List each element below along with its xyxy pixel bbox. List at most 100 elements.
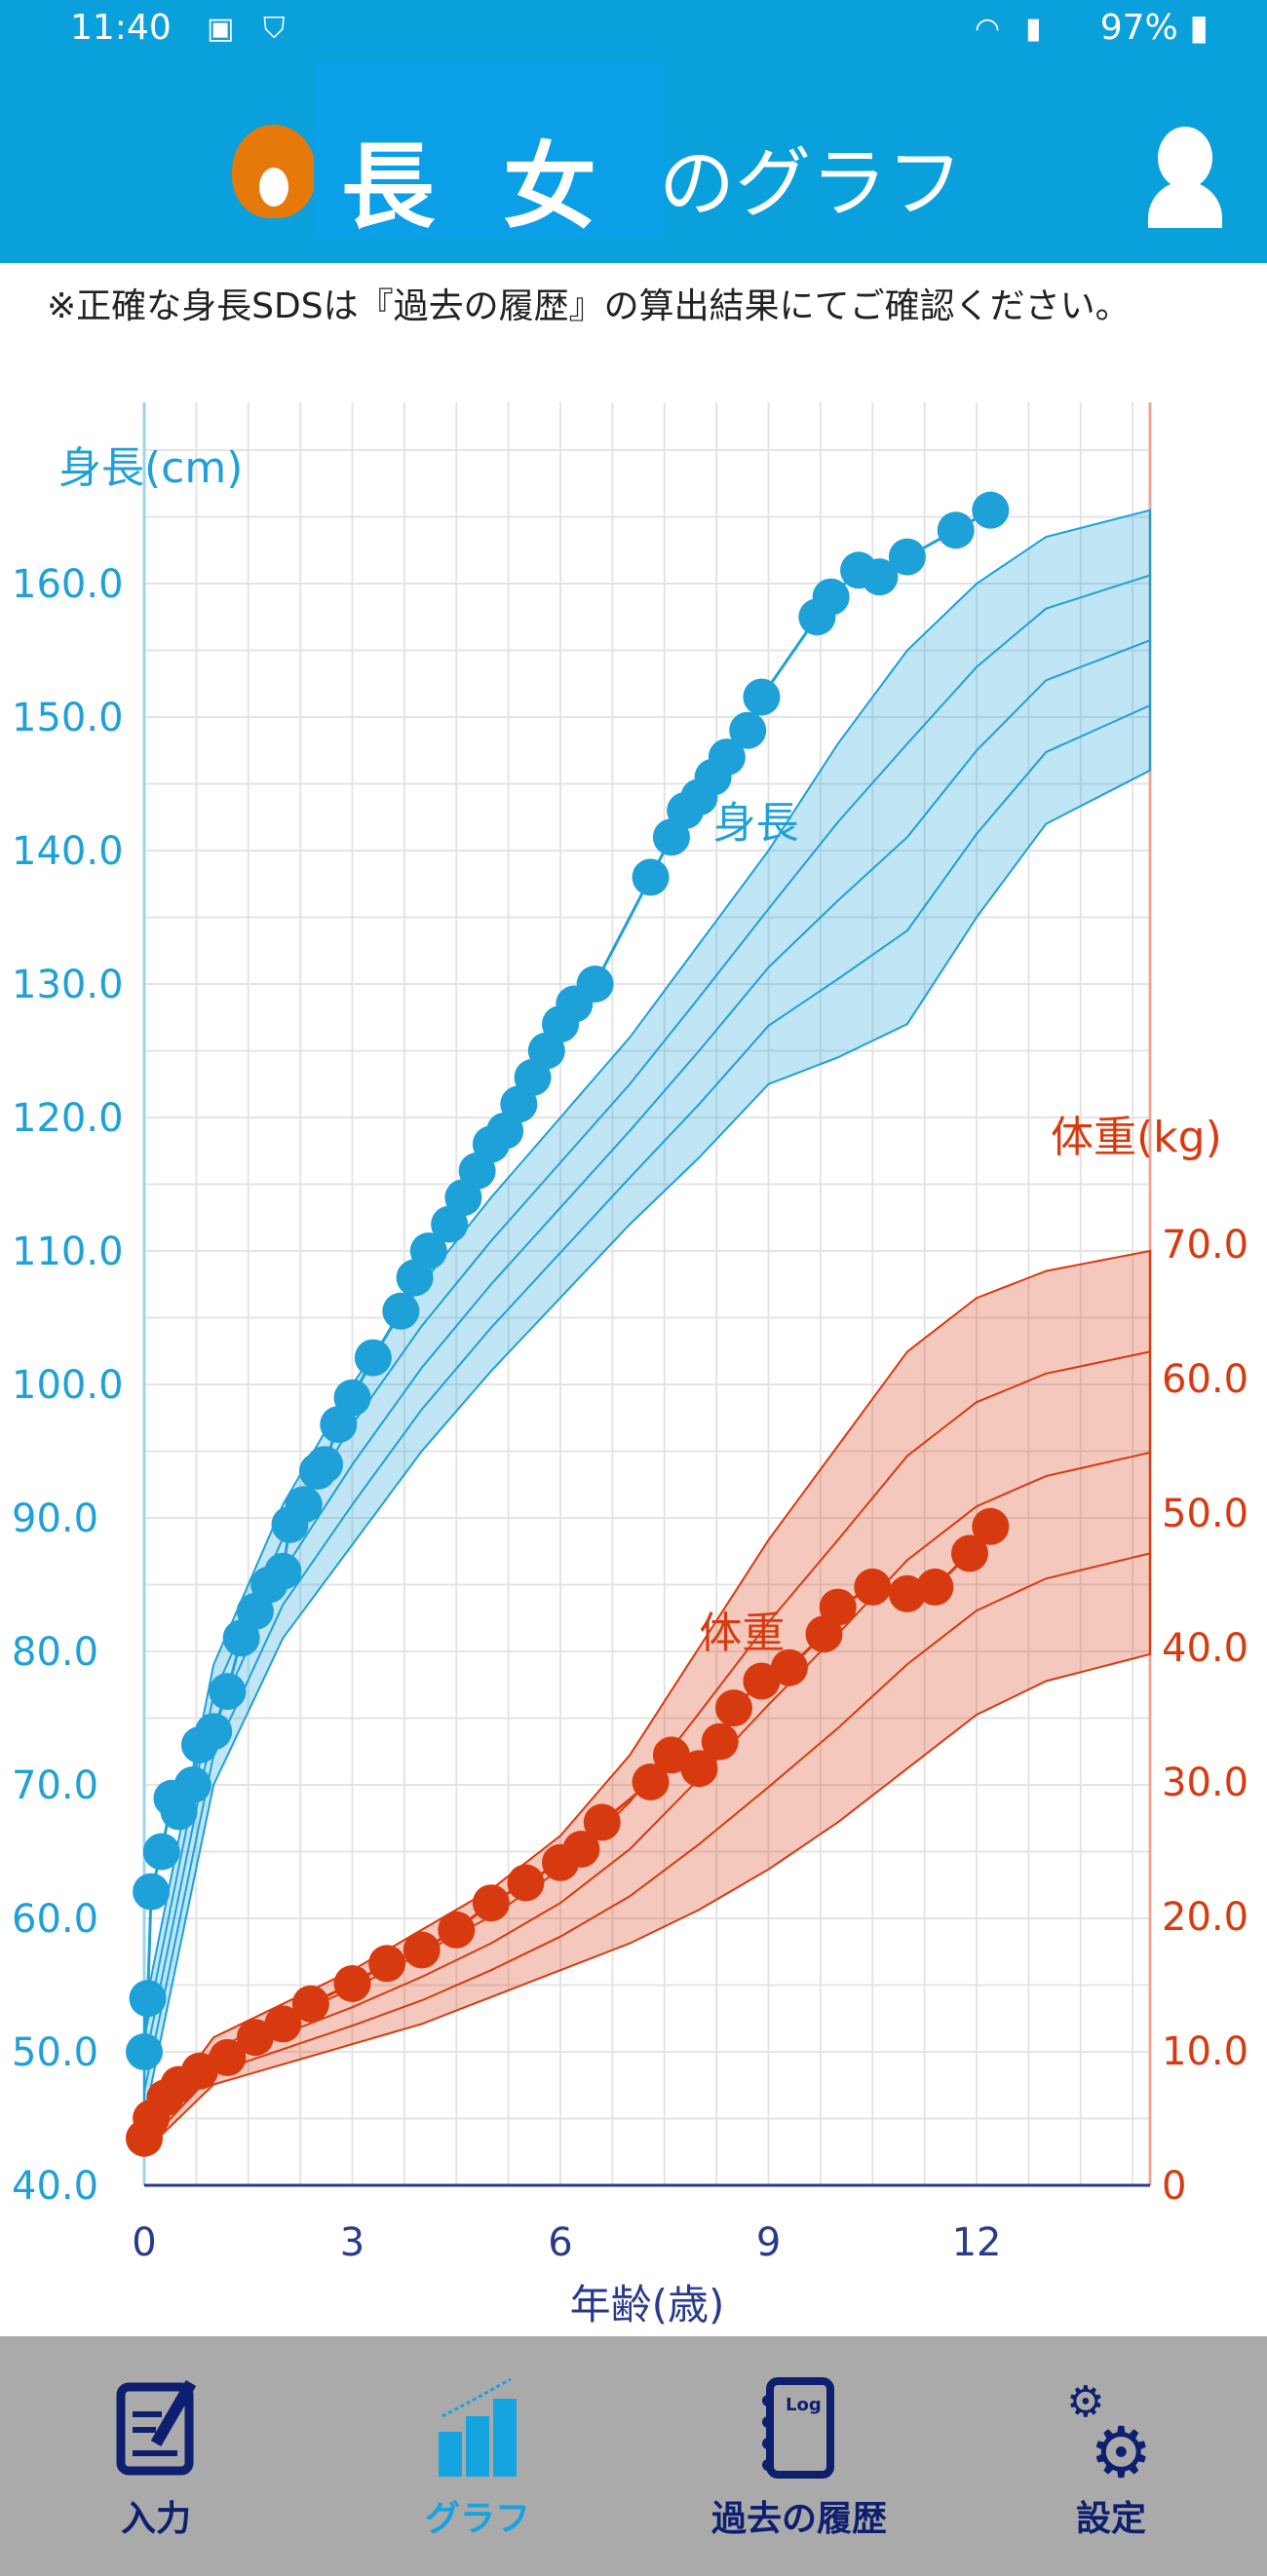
svg-text:⚙: ⚙ — [1066, 2377, 1104, 2427]
nav-history[interactable]: Log 過去の履歴 — [653, 2375, 945, 2541]
weight-series-label: 体重 — [699, 1609, 785, 1658]
height-point — [142, 1833, 180, 1871]
height-percentile-line — [143, 704, 1151, 2093]
height-tick-label: 70.0 — [12, 1763, 98, 1808]
x-tick-label: 3 — [340, 2220, 365, 2265]
weight-percentile-line — [143, 1552, 1151, 2148]
x-tick-label: 0 — [132, 2220, 156, 2265]
weight-point — [333, 1965, 371, 2002]
nav-settings-label: 設定 — [1075, 2499, 1146, 2539]
weight-point — [507, 1864, 545, 1902]
height-tick-label: 110.0 — [12, 1230, 124, 1274]
graph-bar-icon — [439, 2377, 517, 2477]
height-percentile-line — [143, 639, 1151, 2065]
height-tick-label: 130.0 — [12, 963, 124, 1007]
weight-point — [770, 1648, 808, 1686]
svg-text:⚙: ⚙ — [1090, 2411, 1153, 2482]
nav-settings[interactable]: ⚙ ⚙ 設定 — [965, 2375, 1257, 2541]
weight-axis-title: 体重(kg) — [1051, 1113, 1222, 1162]
height-tick-label: 120.0 — [12, 1096, 124, 1141]
weight-point — [714, 1689, 752, 1727]
weight-tick-label: 40.0 — [1162, 1626, 1248, 1671]
bottom-nav: 入力 グラフ Log 過去の履歴 ⚙ ⚙ 設定 — [0, 2336, 1267, 2576]
weight-point — [291, 1985, 329, 2023]
signal-icon: ▮ — [1025, 12, 1042, 46]
weight-tick-label: 50.0 — [1162, 1492, 1248, 1536]
weight-tick-label: 70.0 — [1162, 1223, 1248, 1268]
height-tick-label: 60.0 — [12, 1897, 98, 1942]
height-point — [888, 538, 926, 576]
height-tick-label: 50.0 — [12, 2030, 98, 2075]
weight-point — [652, 1736, 690, 1774]
weight-point — [438, 1911, 476, 1949]
weight-point — [264, 2005, 302, 2043]
gears-icon: ⚙⚙ — [1066, 2377, 1153, 2482]
weight-point — [916, 1568, 954, 1606]
height-point — [133, 1873, 171, 1911]
weight-point — [680, 1750, 718, 1788]
weight-point — [180, 2052, 218, 2090]
height-point — [126, 2033, 163, 2070]
weight-percentile-line — [143, 1451, 1151, 2142]
gallery-icon: ▣ — [207, 12, 235, 46]
input-edit-icon — [116, 2379, 197, 2476]
height-tick-label: 150.0 — [12, 696, 124, 740]
weight-point — [888, 1574, 926, 1612]
wifi-icon: ◠ — [975, 12, 1001, 46]
height-tick-label: 40.0 — [12, 2164, 98, 2209]
weight-point — [972, 1507, 1010, 1545]
height-tick-label: 100.0 — [12, 1363, 124, 1408]
user-profile-icon[interactable] — [1148, 127, 1222, 228]
svg-text:Log: Log — [786, 2395, 822, 2415]
height-point — [708, 739, 746, 777]
height-point — [812, 578, 850, 616]
weight-tick-label: 20.0 — [1162, 1895, 1248, 1940]
height-point — [173, 1766, 211, 1803]
child-name[interactable]: 長女 — [341, 133, 665, 242]
shield-icon: ⛉ — [263, 12, 286, 46]
height-point — [195, 1713, 233, 1751]
height-point — [972, 491, 1010, 529]
height-point — [264, 1552, 302, 1590]
nav-input[interactable]: 入力 — [10, 2375, 302, 2541]
weight-tick-label: 10.0 — [1162, 2029, 1248, 2074]
status-time: 11:40 — [70, 8, 172, 48]
height-point — [129, 1980, 167, 2018]
height-tick-label: 140.0 — [12, 829, 124, 874]
height-tick-label: 160.0 — [12, 562, 124, 607]
height-tick-label: 90.0 — [12, 1496, 98, 1541]
bear-logo-icon — [232, 125, 316, 218]
nav-input-label: 入力 — [120, 2499, 191, 2539]
weight-point — [403, 1931, 441, 1969]
weight-point — [583, 1803, 621, 1841]
height-point — [285, 1486, 323, 1524]
weight-tick-label: 30.0 — [1162, 1761, 1248, 1805]
nav-graph-label: グラフ — [424, 2499, 530, 2539]
weight-point — [701, 1723, 739, 1761]
height-point — [937, 511, 975, 549]
height-point — [729, 711, 767, 749]
height-point — [743, 678, 781, 716]
page-title-suffix: のグラフ — [659, 140, 964, 228]
height-point — [333, 1379, 371, 1417]
weight-point — [819, 1588, 857, 1626]
height-tick-label: 80.0 — [12, 1630, 98, 1675]
child-name-highlight — [314, 61, 665, 237]
nav-graph[interactable]: グラフ — [331, 2375, 624, 2541]
height-series-label: 身長 — [713, 798, 799, 848]
weight-point — [236, 2019, 274, 2057]
weight-tick-label: 60.0 — [1162, 1357, 1248, 1402]
height-point — [306, 1446, 344, 1484]
battery-percent: 97% — [1099, 8, 1178, 48]
battery-icon: ▮ — [1189, 8, 1209, 48]
height-point — [632, 858, 670, 896]
height-point — [209, 1673, 247, 1711]
sds-note: ※正確な身長SDSは『過去の履歴』の算出結果にてご確認ください。 — [47, 286, 1131, 326]
weight-point — [950, 1534, 988, 1572]
log-notebook-icon: Log — [762, 2377, 834, 2479]
weight-point — [562, 1831, 600, 1868]
weight-point — [368, 1945, 406, 1983]
height-point — [861, 558, 899, 596]
status-bar: 11:40 ▣ ⛉ ◠ ▮ 97% ▮ — [0, 0, 1267, 66]
